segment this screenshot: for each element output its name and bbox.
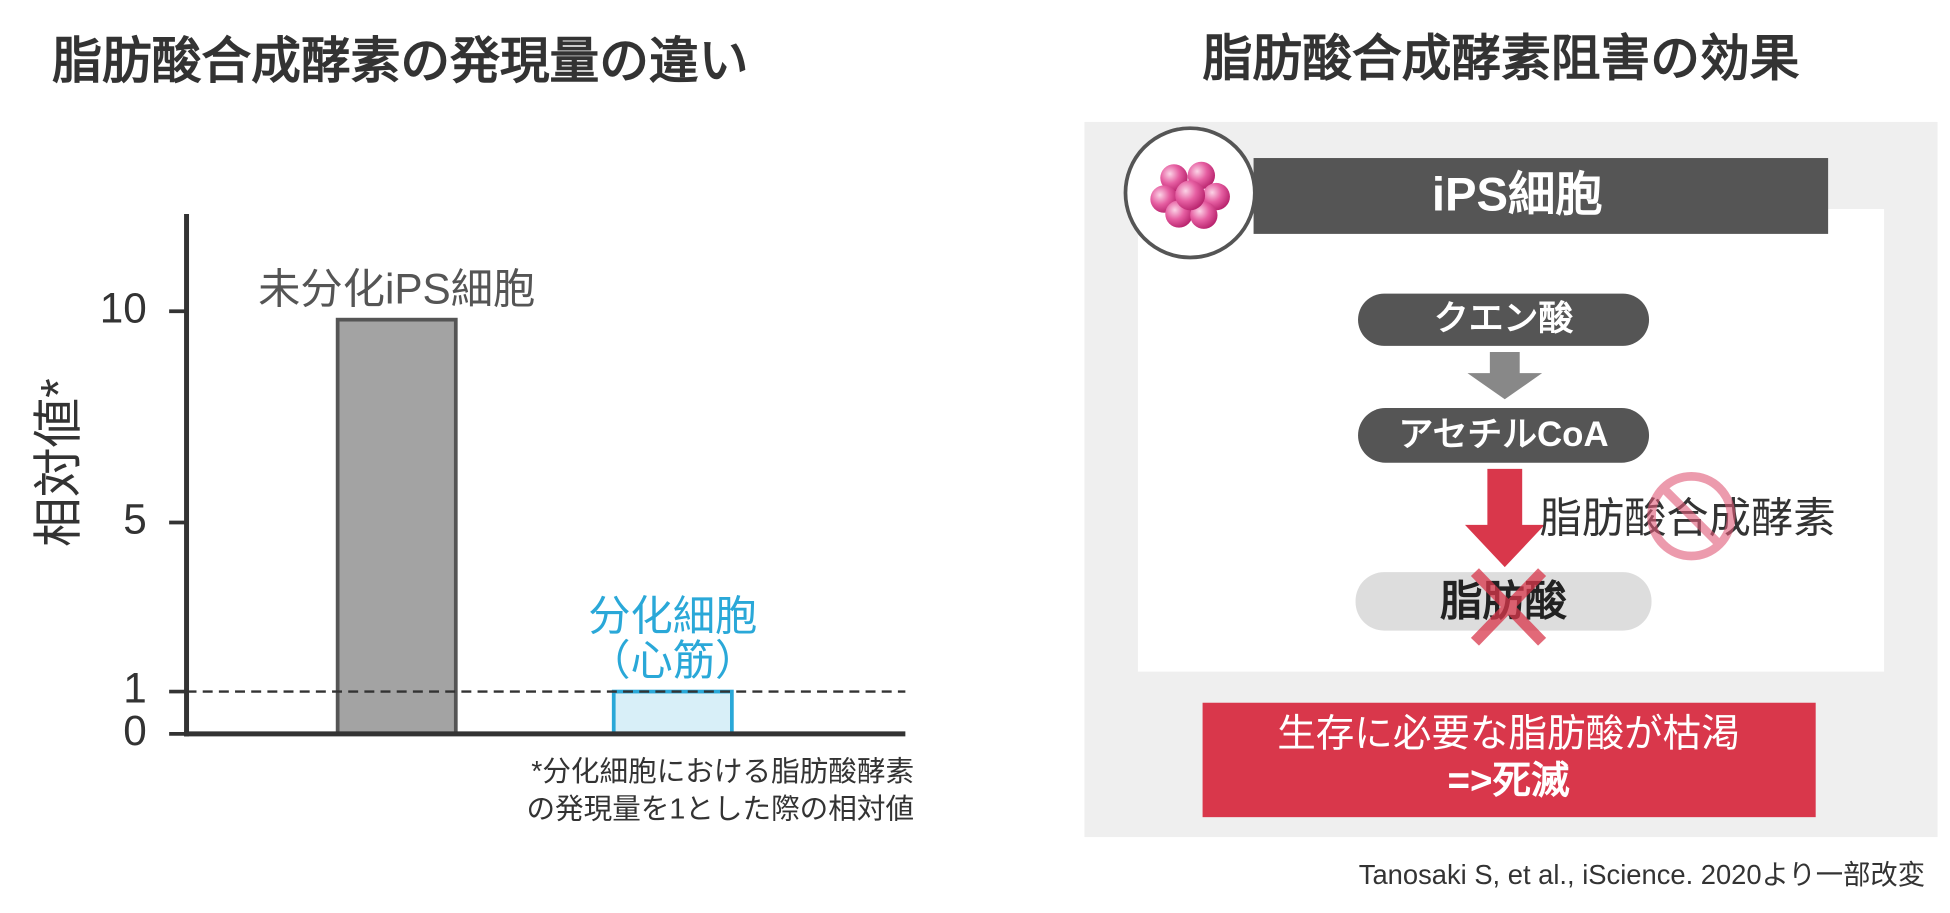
citation: Tanosaki S, et al., iScience. 2020より一部改変 — [1359, 859, 1925, 890]
bar-label-line: 未分化iPS細胞 — [258, 265, 535, 312]
header-bar — [1253, 158, 1829, 234]
step: アセチルCoA — [1398, 415, 1608, 454]
header: iPS細胞 — [1432, 168, 1603, 221]
result-box — [1202, 702, 1816, 818]
result: =>死滅 — [1447, 760, 1570, 803]
bar — [335, 317, 458, 736]
step-pill — [1358, 293, 1650, 346]
result: 生存に必要な脂肪酸が枯渇 — [1277, 713, 1740, 756]
arrow — [1467, 352, 1543, 400]
y-tick-label: 10 — [100, 284, 147, 331]
inhibit-sign — [1647, 472, 1736, 561]
step: クエン酸 — [1434, 299, 1573, 338]
y-tick-label: 1 — [123, 665, 147, 712]
bar-label: 分化細胞（心筋） — [588, 593, 757, 685]
cell-cluster — [1150, 161, 1230, 229]
diagram-title: 脂肪酸合成酵素阻害の効果 — [1203, 30, 1800, 86]
bar-label-line: （心筋） — [588, 637, 757, 684]
y-tick-label: 0 — [123, 707, 147, 754]
cross — [1470, 568, 1547, 646]
y-axis-label: 相対値* — [30, 378, 86, 547]
footnote: *分化細胞における脂肪酸酵素 — [531, 756, 914, 788]
arrow — [1464, 468, 1545, 568]
bar-label: 未分化iPS細胞 — [258, 265, 535, 312]
footnote: の発現量を1とした際の相対値 — [526, 793, 914, 825]
bar-label-line: 分化細胞 — [588, 593, 757, 640]
bar — [611, 689, 734, 736]
step-pill — [1358, 407, 1650, 463]
chart-title: 脂肪酸合成酵素の発現量の違い — [52, 33, 748, 89]
y-tick-label: 5 — [123, 496, 147, 543]
